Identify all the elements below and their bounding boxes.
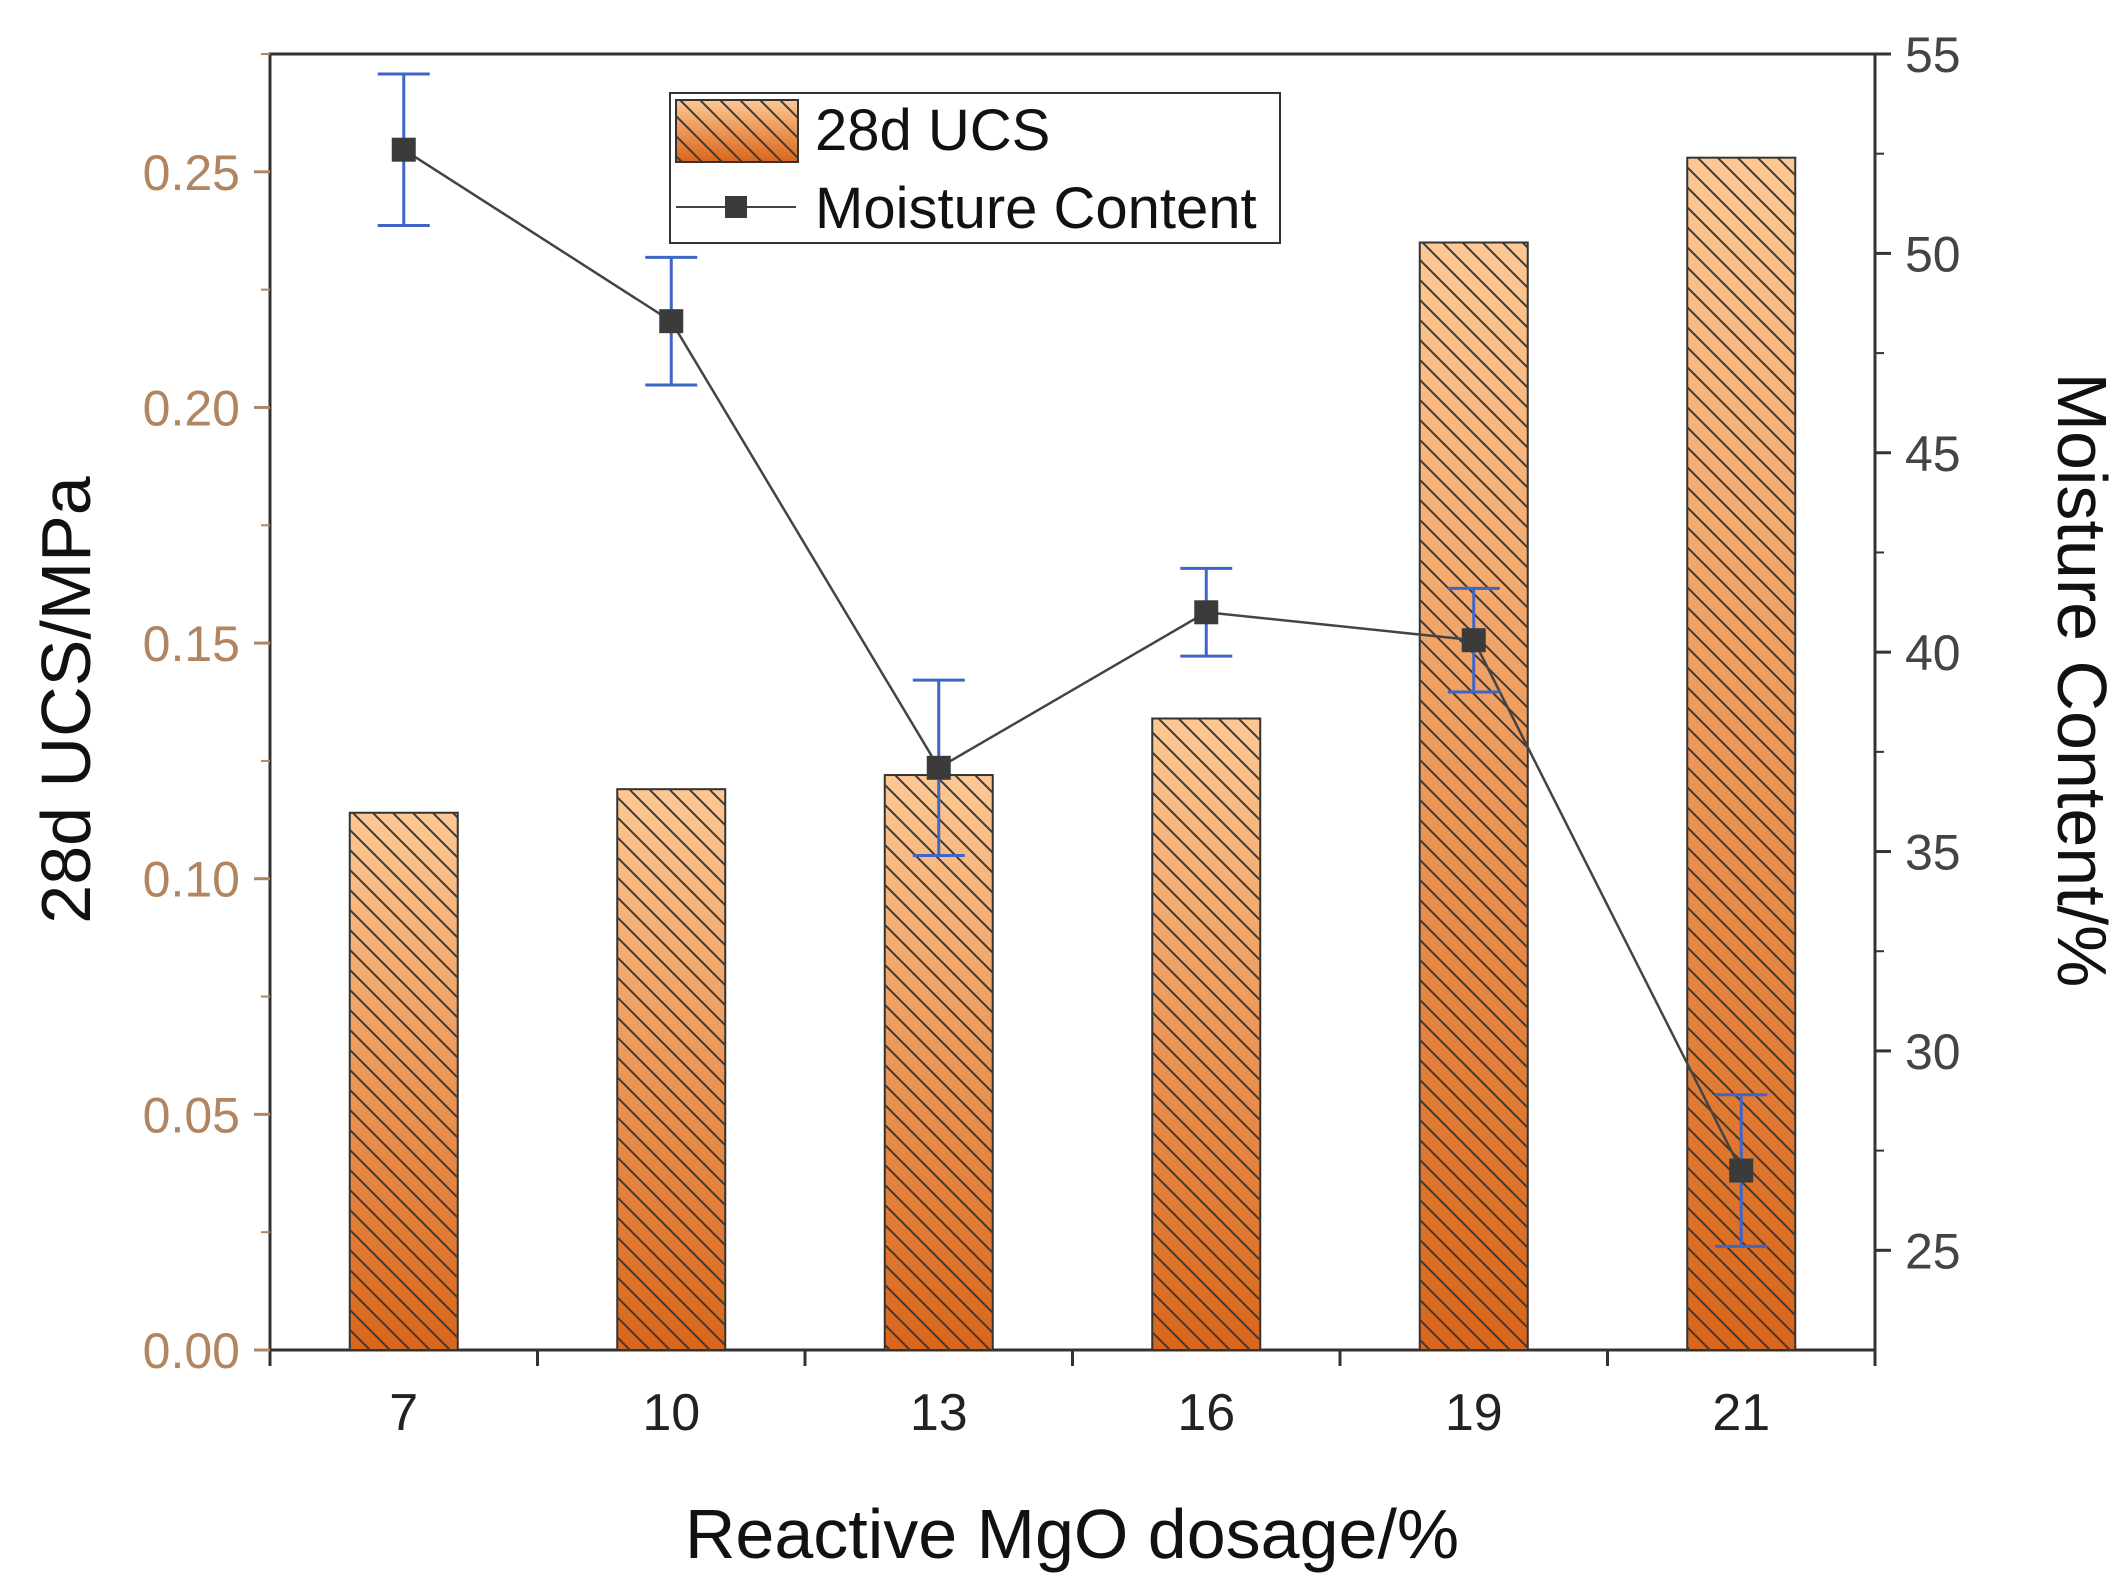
bar-series [348,156,1797,1352]
moisture-point-13 [926,755,951,780]
x-tick-label: 16 [1177,1384,1235,1442]
x-axis-label: Reactive MgO dosage/% [685,1495,1459,1573]
y2-tick-label: 50 [1905,226,1961,282]
y-tick-label: 0.15 [143,616,240,672]
y-tick-label: 0.25 [143,145,240,201]
y2-tick-label: 35 [1905,825,1961,881]
y-tick-label: 0.00 [143,1323,240,1379]
y-axis-label: 28d UCS/MPa [27,476,105,923]
y2-tick-label: 25 [1905,1223,1961,1279]
legend: 28d UCS Moisture Content [669,92,1281,244]
moisture-series [377,72,1768,1248]
bar-hatch-19 [1419,242,1528,1351]
x-tick-label: 21 [1712,1384,1770,1442]
plot-border [268,52,1877,1352]
plot-frame [268,52,1877,1352]
y2-tick-label: 40 [1905,625,1961,681]
moisture-point-21 [1729,1158,1754,1183]
moisture-point-10 [659,309,684,334]
x-tick-label: 10 [642,1384,700,1442]
legend-swatch-ucs-hatch [676,100,798,162]
moisture-line [403,148,1743,1172]
moisture-point-16 [1194,600,1219,625]
bar-hatch-7 [349,812,458,1350]
bar-hatch-13 [884,775,993,1350]
moisture-point-19 [1461,628,1486,653]
bar-hatch-10 [617,789,726,1350]
legend-label-moisture: Moisture Content [815,176,1257,241]
y-tick-label: 0.10 [143,852,240,908]
y2-axis-label: Moisture Content/% [2043,373,2113,988]
y2-tick-label: 55 [1905,27,1961,83]
x-tick-label: 7 [389,1384,418,1442]
bar-hatch-16 [1152,718,1261,1350]
legend-label-ucs: 28d UCS [815,98,1050,163]
y-tick-label: 0.20 [143,380,240,436]
x-tick-label: 19 [1445,1384,1503,1442]
axes: 7 10 13 16 19 21 0.00 0.05 0.10 0.15 0.20 0.25 25 30 3… [143,27,1961,1442]
y-tick-label: 0.05 [143,1087,240,1143]
y2-tick-label: 30 [1905,1024,1961,1080]
y2-tick-label: 45 [1905,426,1961,482]
moisture-point-7 [391,137,416,162]
legend-marker-moisture [725,196,747,218]
x-tick-label: 13 [910,1384,968,1442]
